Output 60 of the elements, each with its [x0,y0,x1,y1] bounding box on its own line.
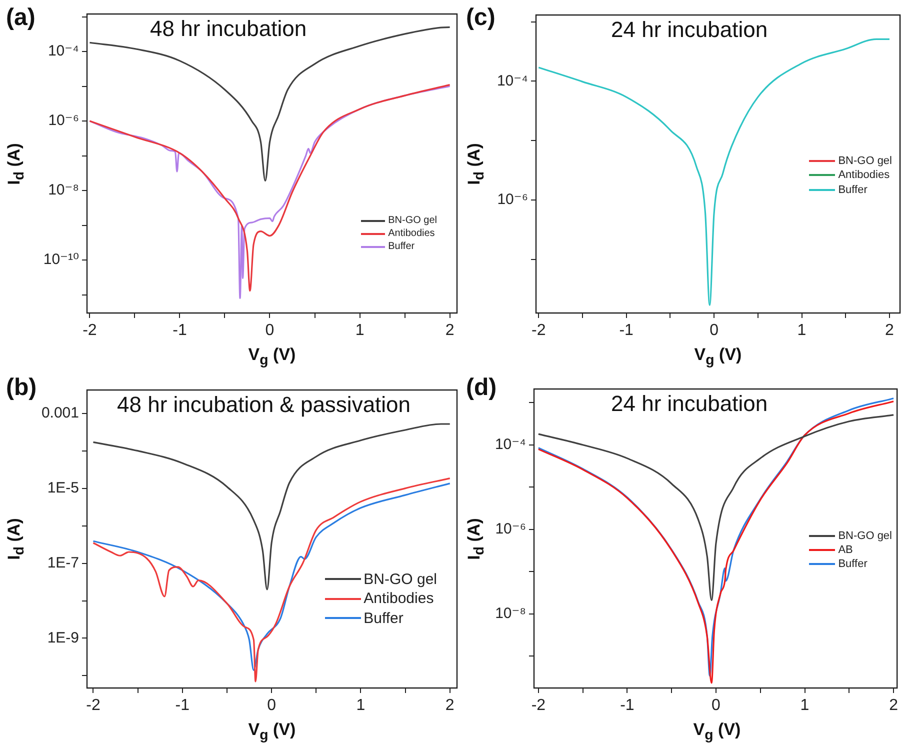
chart-title: (a) [6,4,36,32]
legend-label: BN-GO gel [388,214,437,227]
x-tick-label: -1 [620,697,634,714]
chart-title: (d) [466,374,497,402]
x-tick-label: 1 [356,697,366,714]
x-tick-label: -1 [175,697,190,714]
y-tick-label: 10⁻⁸ [495,604,526,622]
legend-label: Buffer [364,608,404,628]
x-axis-title: V$_{g}$ (V) [248,720,296,744]
legend-label: AB [838,542,853,558]
line-series [538,414,894,601]
x-tick-label: -2 [531,697,546,714]
y-tick-label: 10⁻⁶ [48,112,79,130]
x-axis-title: V$_{g}$ (V) [248,345,296,368]
y-tick-label: 1E-5 [47,479,79,496]
legend-label: Antibodies [388,227,435,240]
x-tick-label: 2 [445,322,454,340]
chart-subtitle: 48 hr incubation & passivation [117,392,411,418]
chart-subtitle: 48 hr incubation [150,16,307,42]
y-tick-label: 10⁻⁴ [494,436,526,453]
line-series [538,38,890,306]
y-tick-label: 10⁻⁶ [495,520,526,538]
x-tick-label: 0 [712,697,721,714]
x-tick-label: 2 [889,697,898,714]
y-tick-label: 10⁻⁸ [48,182,79,199]
y-tick-label: 1E-7 [47,554,79,572]
legend-label: Antibodies [838,168,890,183]
x-tick-label: -1 [172,322,187,340]
y-tick-label: 10⁻⁴ [48,42,79,60]
x-tick-label: -2 [86,697,100,714]
legend-label: BN-GO gel [364,570,437,589]
line-series [92,423,451,590]
x-tick-label: -2 [82,322,97,340]
legend-label: Buffer [838,182,868,197]
x-tick-label: -1 [619,322,634,340]
legend-label: BN-GO gel [838,528,892,543]
x-tick-label: 0 [710,322,719,340]
x-tick-label: 1 [797,322,806,340]
x-tick-label: 2 [885,322,894,340]
y-tick-label: 10⁻¹⁰ [43,251,79,268]
chart-title: (b) [6,374,37,402]
x-tick-label: 0 [267,697,276,714]
legend-label: Buffer [388,240,415,253]
legend-label: BN-GO gel [838,154,892,168]
y-tick-label: 0.001 [41,404,79,422]
x-tick-label: 0 [265,322,274,340]
chart-subtitle: 24 hr incubation [611,391,768,417]
y-tick-label: 10⁻⁶ [497,191,528,208]
legend-label: Buffer [838,557,868,572]
x-tick-label: 1 [800,697,810,714]
x-tick-label: 2 [445,697,454,714]
x-axis-title: V$_{g}$ (V) [693,720,741,744]
y-tick-label: 10⁻⁴ [496,72,528,90]
x-tick-label: 1 [355,322,364,340]
x-tick-label: -2 [532,322,546,340]
y-tick-label: 1E-9 [47,629,79,646]
chart-subtitle: 24 hr incubation [611,17,768,43]
legend-label: Antibodies [364,589,434,608]
x-axis-title: V$_{g}$ (V) [694,345,742,368]
chart-title: (c) [466,4,496,32]
